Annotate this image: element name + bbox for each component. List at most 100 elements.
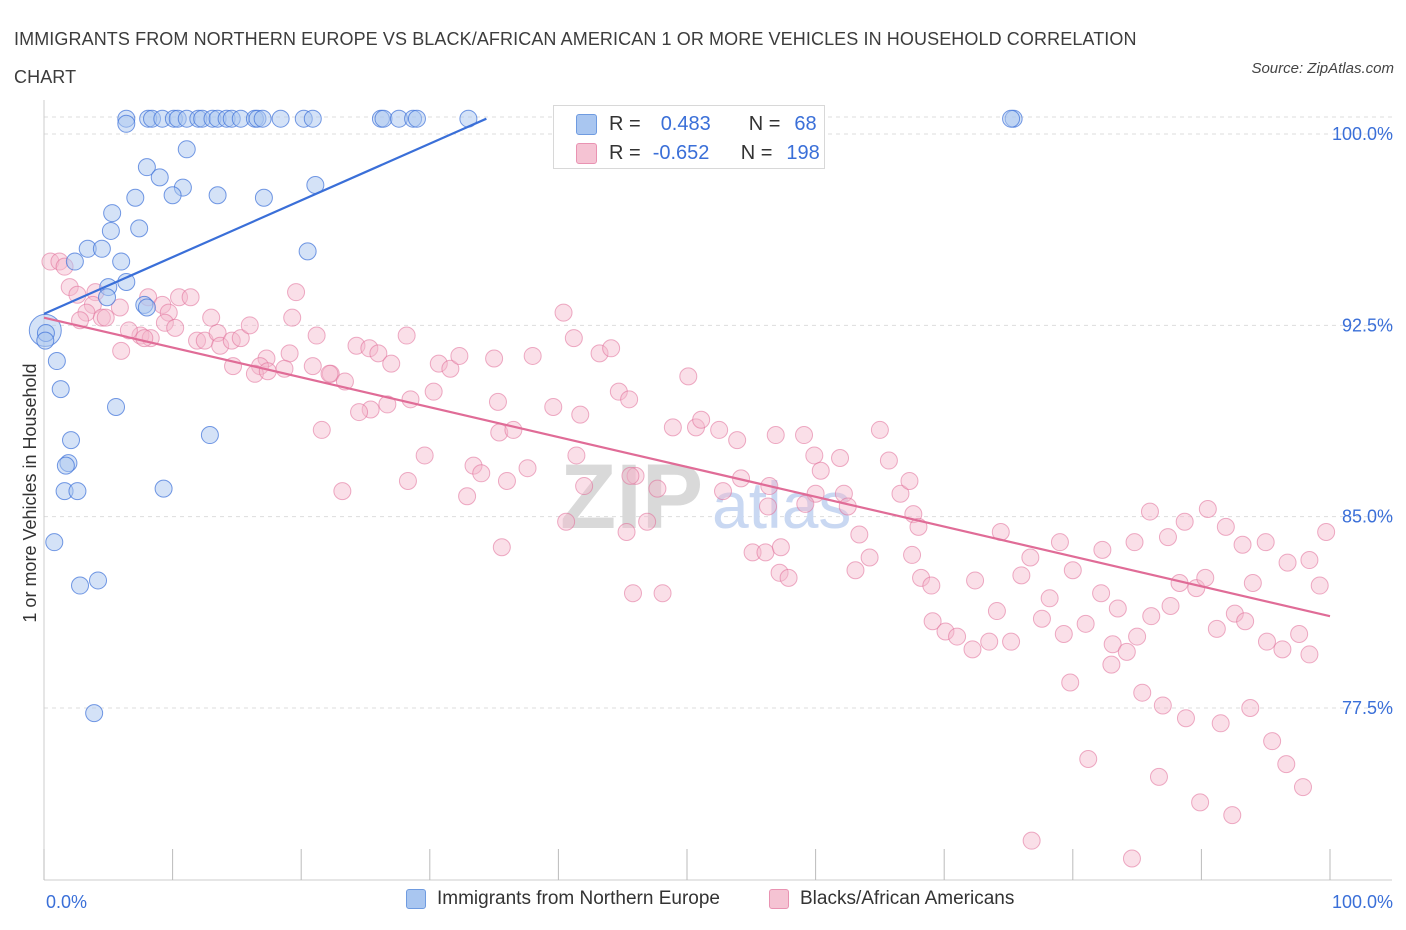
- legend-label: Immigrants from Northern Europe: [437, 888, 720, 909]
- y-tick-label: 92.5%: [1342, 315, 1393, 335]
- data-point-northern-europe: [137, 158, 156, 177]
- data-point-blacks: [1128, 627, 1147, 646]
- data-point-blacks: [759, 497, 778, 516]
- data-point-blacks: [710, 420, 729, 439]
- data-point-blacks: [1102, 655, 1121, 674]
- data-point-blacks: [936, 622, 955, 641]
- data-point-blacks: [1233, 535, 1252, 554]
- data-point-blacks: [1196, 568, 1215, 587]
- data-point-blacks: [728, 431, 747, 450]
- data-point-blacks: [1108, 599, 1127, 618]
- data-point-blacks: [850, 525, 869, 544]
- data-point-blacks: [280, 344, 299, 363]
- data-point-blacks: [602, 339, 621, 358]
- data-point-blacks: [1142, 607, 1161, 626]
- legend-item-blacks[interactable]: Blacks/African Americans: [769, 888, 1014, 910]
- data-point-blacks: [795, 426, 814, 445]
- data-point-northern-europe: [117, 114, 136, 133]
- data-point-blacks: [159, 303, 178, 322]
- data-point-blacks: [987, 602, 1006, 621]
- data-point-blacks: [1241, 699, 1260, 717]
- data-point-blacks: [743, 543, 762, 562]
- data-point-blacks: [257, 349, 276, 368]
- data-point-blacks: [1243, 573, 1262, 592]
- data-point-blacks: [567, 446, 586, 465]
- data-point-blacks: [1191, 793, 1210, 812]
- legend-item-northern-europe[interactable]: Immigrants from Northern Europe: [406, 888, 720, 910]
- axes: [43, 100, 1392, 881]
- y-tick-label: 77.5%: [1342, 698, 1393, 718]
- data-point-blacks: [112, 341, 131, 360]
- data-point-blacks: [923, 612, 942, 631]
- series-northern-europe-points: [28, 109, 1023, 723]
- data-point-blacks: [1002, 632, 1021, 651]
- data-point-blacks: [1176, 709, 1195, 728]
- data-point-blacks: [831, 448, 850, 467]
- data-point-blacks: [1236, 612, 1255, 631]
- data-point-northern-europe: [208, 186, 227, 205]
- y-tick-label: 85.0%: [1342, 507, 1393, 527]
- data-point-blacks: [283, 308, 302, 327]
- source-label: Source: ZipAtlas.com: [1251, 60, 1394, 77]
- data-point-blacks: [83, 295, 102, 314]
- data-point-blacks: [1300, 645, 1319, 664]
- data-point-northern-europe: [85, 704, 104, 723]
- data-point-blacks: [369, 344, 388, 363]
- data-point-blacks: [1257, 632, 1276, 651]
- data-point-northern-europe: [303, 109, 322, 128]
- stats-row-pink: R = -0.652 N = 198: [576, 138, 820, 168]
- data-point-northern-europe: [150, 168, 169, 187]
- grid-lines: [44, 116, 1392, 709]
- data-point-blacks: [766, 426, 785, 445]
- data-point-blacks: [663, 418, 682, 437]
- data-point-blacks: [1149, 767, 1168, 786]
- data-point-northern-europe: [126, 188, 145, 207]
- data-point-blacks: [1216, 517, 1235, 536]
- stats-r-value: 0.483: [660, 112, 711, 135]
- data-point-blacks: [1310, 576, 1329, 595]
- data-point-blacks: [620, 390, 639, 409]
- series-blacks-points: [41, 252, 1336, 868]
- stats-swatch-blue: [576, 113, 597, 135]
- data-point-blacks: [1256, 533, 1275, 552]
- trendline-blacks: [43, 316, 1331, 618]
- watermark-zip: ZIP: [560, 446, 703, 548]
- data-point-northern-europe: [271, 109, 290, 128]
- data-point-blacks: [135, 329, 154, 348]
- data-point-northern-europe: [71, 576, 90, 595]
- data-point-northern-europe: [1002, 109, 1021, 128]
- data-point-blacks: [1140, 502, 1159, 521]
- trendlines: [43, 117, 1331, 618]
- data-point-blacks: [903, 545, 922, 564]
- data-point-blacks: [771, 538, 790, 557]
- data-point-blacks: [1278, 553, 1297, 572]
- legend-swatch-blue: [406, 889, 426, 909]
- data-point-blacks: [779, 568, 798, 587]
- data-point-blacks: [398, 471, 417, 490]
- data-point-blacks: [1211, 714, 1230, 733]
- data-point-blacks: [1061, 673, 1080, 692]
- data-point-blacks: [1161, 596, 1180, 615]
- data-point-blacks: [811, 461, 830, 480]
- data-point-blacks: [492, 538, 511, 557]
- data-point-blacks: [922, 576, 941, 595]
- stats-row-blue: R = 0.483 N = 68: [576, 109, 817, 139]
- data-point-northern-europe: [45, 533, 64, 552]
- data-point-northern-europe: [154, 479, 173, 498]
- data-point-blacks: [1175, 512, 1194, 531]
- data-point-northern-europe: [298, 242, 317, 261]
- data-point-northern-europe: [177, 140, 196, 159]
- data-point-blacks: [1040, 589, 1059, 608]
- data-point-blacks: [575, 477, 594, 496]
- data-point-blacks: [485, 349, 504, 368]
- data-point-blacks: [1158, 528, 1177, 547]
- data-point-blacks: [980, 632, 999, 651]
- data-point-blacks: [382, 354, 401, 373]
- data-point-blacks: [429, 354, 448, 373]
- x-tick-label: 100.0%: [1332, 892, 1393, 912]
- data-point-blacks: [1125, 533, 1144, 552]
- data-point-northern-europe: [62, 431, 81, 450]
- data-point-blacks: [756, 543, 775, 562]
- data-point-northern-europe: [89, 571, 108, 590]
